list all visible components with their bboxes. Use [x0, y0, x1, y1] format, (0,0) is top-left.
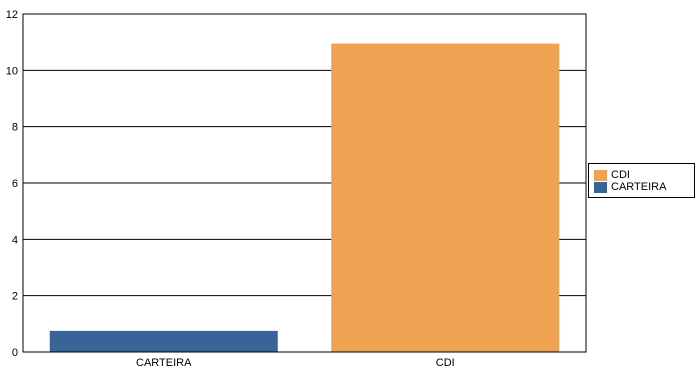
y-tick-label-6: 6	[12, 178, 18, 190]
legend-label-cdi: CDI	[611, 169, 630, 181]
legend: CDI CARTEIRA	[588, 163, 695, 198]
plot-frame	[22, 13, 587, 353]
x-tick-label-carteira: CARTEIRA	[136, 357, 192, 369]
bar-carteira	[49, 330, 278, 352]
y-tick-label-8: 8	[12, 122, 18, 134]
y-tick-label-12: 12	[6, 9, 18, 21]
y-tick-label-0: 0	[12, 347, 18, 359]
x-axis-ticks: CARTEIRA CDI	[136, 357, 455, 369]
legend-item-carteira: CARTEIRA	[594, 181, 694, 193]
legend-label-carteira: CARTEIRA	[611, 181, 667, 193]
bar-cdi	[331, 43, 560, 352]
y-tick-label-2: 2	[12, 291, 18, 303]
legend-item-cdi: CDI	[594, 169, 694, 181]
legend-swatch-carteira	[594, 181, 607, 193]
y-tick-label-4: 4	[12, 234, 18, 246]
y-axis-ticks: 0 2 4 6 8 10 12	[6, 9, 18, 359]
legend-swatch-cdi	[594, 169, 607, 181]
bars	[49, 43, 560, 352]
y-tick-label-10: 10	[6, 65, 18, 77]
x-tick-label-cdi: CDI	[436, 357, 455, 369]
